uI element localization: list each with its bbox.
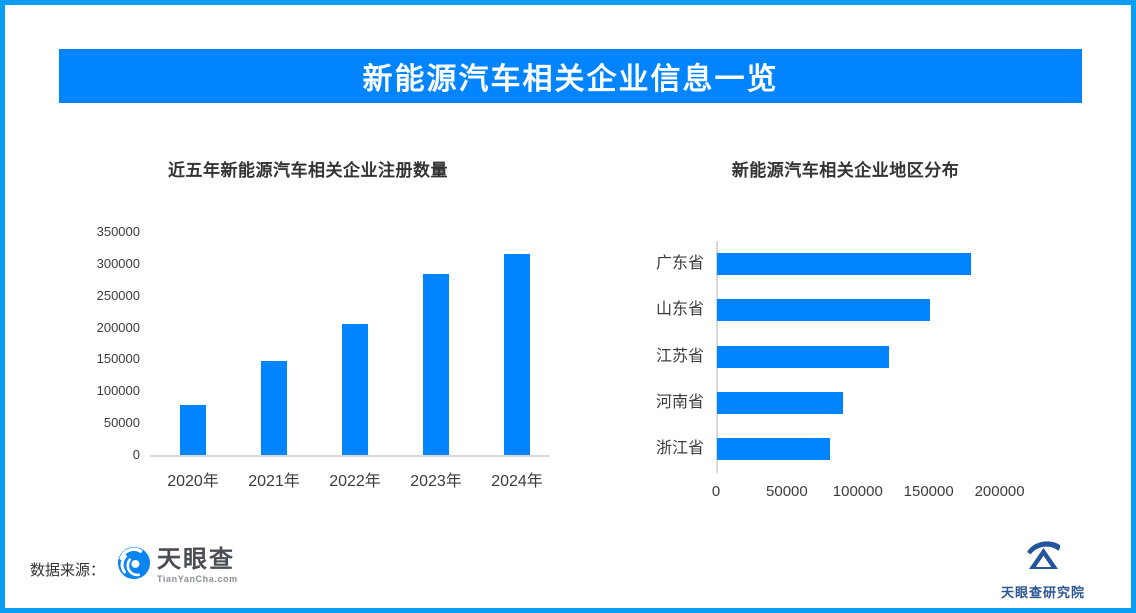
- registration-bar-3: [423, 274, 449, 455]
- tianyancha-logo-text: 天眼查 TianYanCha.com: [157, 547, 238, 583]
- region-bar-0: [717, 253, 971, 275]
- region-label-2: 江苏省: [655, 347, 704, 365]
- x-axis-tick-label: 200000: [974, 483, 1025, 500]
- institute-logo-icon: [1023, 538, 1063, 579]
- x-axis-category-label: 2023年: [410, 473, 462, 490]
- data-source-label: 数据来源：: [30, 562, 106, 579]
- x-axis-tick-label: 50000: [766, 483, 808, 500]
- page-title: 新能源汽车相关企业信息一览: [362, 63, 779, 96]
- region-label-0: 广东省: [655, 255, 704, 272]
- regions-chart-title: 新能源汽车相关企业地区分布: [731, 161, 960, 180]
- y-axis-tick-label: 100000: [96, 383, 140, 399]
- tianyancha-logo-name: 天眼查: [157, 546, 235, 574]
- tianyancha-institute-logo: 天眼查研究院: [991, 538, 1095, 601]
- registration-bar-2: [342, 324, 368, 455]
- x-axis-tick-label: 0: [711, 483, 721, 500]
- x-axis-category-label: 2021年: [248, 473, 300, 490]
- x-axis-category-label: 2024年: [491, 473, 543, 490]
- region-bar-2: [717, 345, 889, 368]
- registrations-bar-chart: 0 50000 100000 150000 200000 250000 300000 3500…: [92, 224, 570, 507]
- x-axis-line: [150, 455, 550, 457]
- x-axis-category-label: 2020年: [167, 473, 219, 490]
- x-axis-tick-label: 150000: [903, 483, 954, 500]
- region-label-1: 山东省: [655, 301, 704, 319]
- tianyancha-logo-icon: [117, 546, 151, 585]
- y-axis-tick-label: 0: [132, 447, 140, 462]
- registration-bar-0: [180, 405, 206, 455]
- region-bar-1: [717, 299, 930, 322]
- institute-logo-name: 天眼查研究院: [1000, 585, 1085, 600]
- registrations-chart-title: 近五年新能源汽车相关企业注册数量: [168, 161, 448, 180]
- tianyancha-logo-domain: TianYanCha.com: [157, 573, 238, 584]
- region-bar-3: [717, 391, 843, 414]
- y-axis-tick-label: 150000: [96, 351, 140, 367]
- region-label-4: 浙江省: [655, 440, 704, 458]
- page-title-banner: 新能源汽车相关企业信息一览: [59, 49, 1082, 103]
- y-axis-tick-label: 200000: [96, 319, 140, 335]
- regions-bar-chart: 广东省山东省江苏省河南省浙江省 0 50000 100000 150000 200000: [640, 225, 1131, 517]
- tianyancha-logo: 天眼查 TianYanCha.com: [117, 546, 238, 585]
- y-axis-tick-label: 50000: [103, 415, 140, 431]
- registration-bar-4: [504, 254, 530, 455]
- y-axis-tick-label: 300000: [96, 255, 140, 271]
- x-axis-tick-label: 100000: [832, 483, 883, 500]
- y-axis-tick-label: 350000: [96, 224, 140, 239]
- region-label-3: 河南省: [655, 393, 704, 411]
- region-bar-4: [717, 438, 830, 461]
- registration-bar-1: [261, 361, 287, 455]
- y-axis-tick-label: 250000: [96, 287, 140, 303]
- x-axis-category-label: 2022年: [329, 473, 381, 490]
